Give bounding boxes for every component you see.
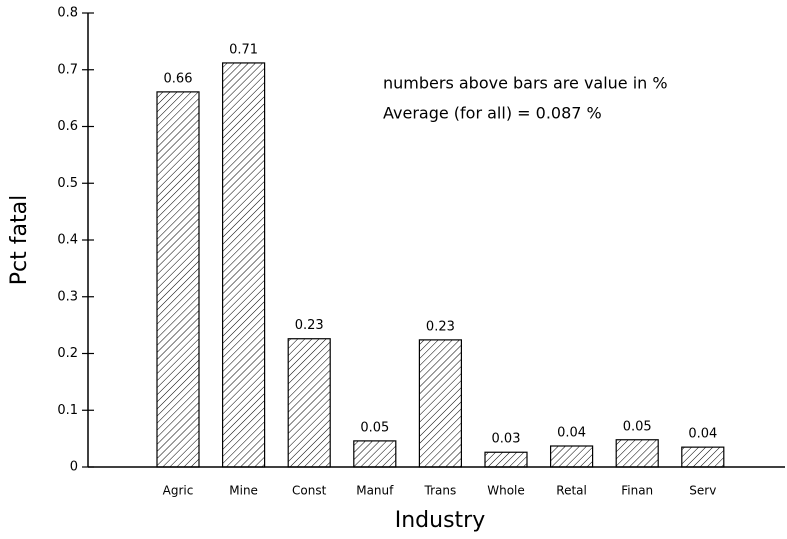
y-tick-label: 0.8 <box>57 6 78 21</box>
bar <box>418 339 462 468</box>
y-tick-label: 0.1 <box>57 403 78 418</box>
value-label: 0.66 <box>164 71 193 86</box>
y-tick-label: 0.2 <box>57 346 78 361</box>
bar <box>222 62 266 468</box>
bar <box>484 451 528 468</box>
value-label: 0.05 <box>360 420 389 435</box>
value-label: 0.04 <box>688 427 717 442</box>
value-label: 0.03 <box>492 432 521 447</box>
annotation: Average (for all) = 0.087 % <box>383 104 602 123</box>
value-label: 0.23 <box>426 319 455 334</box>
y-tick-label: 0 <box>70 460 78 475</box>
bar <box>681 446 725 468</box>
y-tick-label: 0.7 <box>57 62 78 77</box>
value-label: 0.05 <box>623 419 652 434</box>
value-label: 0.71 <box>229 42 258 57</box>
x-axis-label: Industry <box>395 508 486 533</box>
x-tick-label: Whole <box>487 484 525 498</box>
x-tick-label: Const <box>292 484 327 498</box>
y-tick-label: 0.3 <box>57 289 78 304</box>
bar <box>549 445 594 468</box>
x-tick-label: Finan <box>621 484 653 498</box>
x-tick-label: Trans <box>424 484 457 498</box>
x-tick-label: Serv <box>689 484 716 498</box>
x-tick-label: Manuf <box>356 484 394 498</box>
bar <box>353 440 397 468</box>
y-axis-label: Pct fatal <box>7 195 32 285</box>
x-tick-label: Retal <box>556 484 587 498</box>
bar <box>287 338 331 468</box>
x-tick-label: Mine <box>229 484 258 498</box>
x-tick-label: Agric <box>163 484 194 498</box>
y-tick-label: 0.4 <box>57 233 78 248</box>
y-tick-label: 0.6 <box>57 119 78 134</box>
value-label: 0.23 <box>295 318 324 333</box>
value-label: 0.04 <box>557 426 586 441</box>
bar <box>615 439 659 468</box>
y-tick-label: 0.5 <box>57 176 78 191</box>
bar <box>156 91 200 468</box>
annotation: numbers above bars are value in % <box>383 74 668 93</box>
